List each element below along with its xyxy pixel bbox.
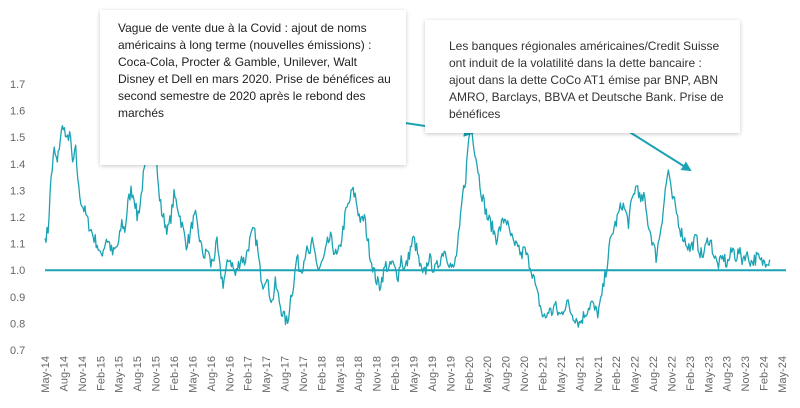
x-axis-ticks: May-14 Aug-14 Nov-14 Feb-15 May-15 Aug-15 Nov-…: [40, 356, 789, 393]
x-tick-label: Nov-19: [445, 356, 457, 391]
x-tick-label: May-22: [630, 356, 642, 393]
series-line: [44, 125, 771, 328]
x-tick-label: May-20: [482, 356, 494, 393]
x-tick-label: May-23: [703, 356, 715, 393]
x-tick-label: Aug-16: [206, 356, 218, 391]
x-tick-label: Feb-24: [759, 356, 771, 391]
y-tick-label: 1.5: [10, 132, 25, 144]
x-tick-label: May-17: [261, 356, 273, 393]
x-tick-label: May-21: [556, 356, 568, 393]
x-tick-label: Nov-18: [372, 356, 384, 391]
x-tick-label: May-14: [40, 356, 52, 393]
banks-annotation-text: Les banques régionales américaines/Credi…: [449, 39, 724, 121]
y-tick-label: 1.0: [10, 265, 25, 277]
x-tick-label: Nov-22: [666, 356, 678, 391]
x-tick-label: Aug-17: [280, 356, 292, 391]
banks-annotation: Les banques régionales américaines/Credi…: [425, 20, 740, 133]
x-tick-label: May-19: [409, 356, 421, 393]
x-tick-label: Feb-23: [685, 356, 697, 391]
x-tick-label: Nov-14: [77, 356, 89, 391]
x-tick-label: Aug-22: [648, 356, 660, 391]
x-tick-label: Nov-21: [593, 356, 605, 391]
x-tick-label: Aug-15: [132, 356, 144, 391]
x-tick-label: Feb-22: [611, 356, 623, 391]
x-tick-label: Feb-18: [316, 356, 328, 391]
x-tick-label: Feb-16: [169, 356, 181, 391]
x-tick-label: Nov-15: [151, 356, 163, 391]
y-tick-label: 1.7: [10, 79, 25, 91]
covid-annotation: Vague de vente due à la Covid : ajout de…: [100, 10, 406, 165]
y-tick-label: 1.1: [10, 239, 25, 251]
x-tick-label: Feb-20: [464, 356, 476, 391]
y-tick-label: 0.8: [10, 318, 25, 330]
x-tick-label: Nov-17: [298, 356, 310, 391]
x-tick-label: Feb-21: [537, 356, 549, 391]
x-tick-label: May-24: [777, 356, 789, 393]
x-tick-label: Aug-20: [501, 356, 513, 391]
x-tick-label: Aug-23: [722, 356, 734, 391]
y-tick-label: 1.3: [10, 185, 25, 197]
x-tick-label: Nov-23: [740, 356, 752, 391]
x-tick-label: Nov-16: [224, 356, 236, 391]
x-tick-label: May-15: [114, 356, 126, 393]
x-tick-label: May-18: [335, 356, 347, 393]
y-tick-label: 1.6: [10, 106, 25, 118]
x-tick-label: Feb-19: [390, 356, 402, 391]
x-tick-label: Aug-14: [58, 356, 70, 391]
x-tick-label: Aug-19: [427, 356, 439, 391]
x-tick-label: May-16: [187, 356, 199, 393]
y-tick-label: 0.9: [10, 292, 25, 304]
y-tick-label: 1.4: [10, 159, 25, 171]
x-tick-label: Nov-20: [519, 356, 531, 391]
x-tick-label: Feb-15: [95, 356, 107, 391]
x-tick-label: Aug-18: [353, 356, 365, 391]
x-tick-label: Aug-21: [574, 356, 586, 391]
covid-annotation-text: Vague de vente due à la Covid : ajout de…: [118, 21, 391, 120]
y-tick-label: 0.7: [10, 345, 25, 357]
y-axis-ticks: 1.7 1.6 1.5 1.4 1.3 1.2 1.1 1.0 0.9 0.8 0.7: [10, 79, 25, 357]
x-tick-label: Feb-17: [243, 356, 255, 391]
y-tick-label: 1.2: [10, 212, 25, 224]
